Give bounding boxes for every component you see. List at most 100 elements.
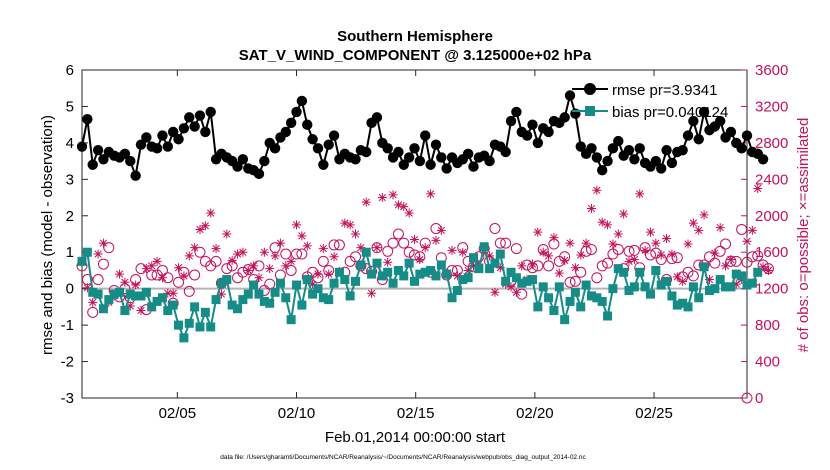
bias-point xyxy=(452,285,462,295)
y-tick-label: 6 xyxy=(66,62,74,79)
rmse-point xyxy=(371,112,383,123)
rmse-point xyxy=(302,119,313,130)
rmse-point xyxy=(693,134,704,145)
obs-possible-point xyxy=(398,237,410,249)
obs-assimilated-point xyxy=(715,223,725,233)
rmse-point xyxy=(269,143,281,154)
obs-assimilated-point xyxy=(447,245,457,255)
bias-point xyxy=(270,287,280,297)
y-tick-label: 0 xyxy=(66,281,74,298)
bias-point xyxy=(694,293,704,303)
bias-point xyxy=(442,269,452,279)
obs-assimilated-point xyxy=(88,297,98,307)
rmse-point xyxy=(173,134,184,145)
obs-assimilated-point xyxy=(651,238,661,248)
bias-point xyxy=(651,265,661,275)
rmse-point xyxy=(511,106,522,118)
obs-assimilated-point xyxy=(184,251,194,261)
bias-point xyxy=(463,273,473,283)
bias-point xyxy=(479,242,489,252)
obs-assimilated-point xyxy=(635,189,645,199)
bias-point xyxy=(292,280,302,290)
obs-assimilated-point xyxy=(152,256,162,266)
rmse-point xyxy=(151,143,163,154)
rmse-point xyxy=(532,137,544,149)
obs-assimilated-point xyxy=(586,203,596,213)
rmse-point xyxy=(505,115,517,127)
bias-point xyxy=(415,269,425,279)
obs-possible-point xyxy=(189,269,201,281)
obs-possible-point xyxy=(392,228,404,240)
bias-point xyxy=(82,247,92,257)
bias-point xyxy=(115,287,125,297)
bias-point xyxy=(747,278,757,288)
y-tick-label: -1 xyxy=(61,317,74,334)
obs-possible-point xyxy=(752,250,764,262)
bias-point xyxy=(527,275,537,285)
obs-assimilated-point xyxy=(667,249,677,259)
obs-possible-point xyxy=(183,285,195,297)
rmse-point xyxy=(393,146,404,158)
obs-assimilated-point xyxy=(168,288,178,298)
bias-point xyxy=(586,291,596,301)
bias-point xyxy=(286,315,296,325)
rmse-point xyxy=(76,141,88,152)
rmse-point xyxy=(757,154,769,165)
obs-possible-point xyxy=(264,278,276,290)
rmse-point xyxy=(398,159,409,170)
rmse-point xyxy=(597,165,608,176)
obs-assimilated-point xyxy=(265,264,275,274)
obs-assimilated-point xyxy=(699,210,709,220)
obs-assimilated-point xyxy=(629,255,639,265)
obs-assimilated-point xyxy=(678,276,688,286)
obs-assimilated-point xyxy=(758,262,768,272)
bias-point xyxy=(613,264,623,274)
rmse-point xyxy=(602,155,613,167)
rmse-point xyxy=(677,144,688,156)
y-tick-label: 1 xyxy=(66,244,74,261)
rmse-point xyxy=(205,106,216,118)
bias-point xyxy=(281,293,291,303)
obs-assimilated-point xyxy=(640,245,650,255)
obs-possible-point xyxy=(328,239,340,251)
bias-point xyxy=(662,276,672,286)
bias-point xyxy=(458,275,468,285)
obs-possible-point xyxy=(92,274,104,286)
obs-assimilated-point xyxy=(645,227,655,237)
bias-point xyxy=(93,289,103,299)
bias-point xyxy=(597,296,607,306)
obs-possible-point xyxy=(87,306,99,318)
bias-point xyxy=(340,275,350,285)
rmse-point xyxy=(468,161,479,172)
obs-assimilated-point xyxy=(624,256,634,266)
obs-assimilated-point xyxy=(426,189,436,199)
bias-point xyxy=(672,300,682,310)
obs-assimilated-point xyxy=(195,224,205,234)
obs-assimilated-point xyxy=(495,263,505,273)
bias-point xyxy=(356,260,366,270)
obs-possible-point xyxy=(494,237,506,249)
bias-point xyxy=(104,295,114,305)
obs-possible-point xyxy=(510,243,522,255)
obs-assimilated-point xyxy=(98,238,108,248)
rmse-point xyxy=(484,155,495,167)
obs-assimilated-point xyxy=(721,261,731,271)
x-tick-label: 02/05 xyxy=(159,405,197,422)
obs-assimilated-point xyxy=(544,251,554,261)
rmse-point xyxy=(92,144,104,156)
obs-possible-point xyxy=(274,269,286,281)
obs-assimilated-point xyxy=(286,256,296,266)
bias-point xyxy=(436,260,446,270)
bias-point xyxy=(136,291,146,301)
rmse-point xyxy=(167,126,179,138)
obs-assimilated-point xyxy=(538,247,548,257)
bias-point xyxy=(157,293,167,303)
obs-possible-point xyxy=(682,266,694,278)
obs-possible-point xyxy=(194,246,206,258)
bias-point xyxy=(656,280,666,290)
rmse-point xyxy=(232,161,243,172)
y-tick-label: 4 xyxy=(66,135,74,152)
rmse-point xyxy=(237,154,249,165)
bias-point xyxy=(195,322,205,332)
bias-point xyxy=(120,306,130,316)
